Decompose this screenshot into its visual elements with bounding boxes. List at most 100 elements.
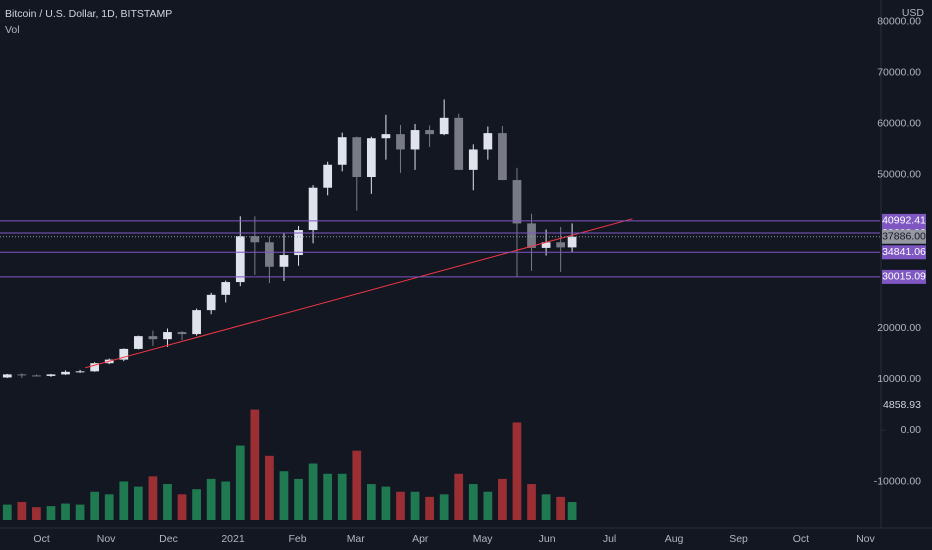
- volume-bar: [90, 491, 100, 520]
- volume-bar: [192, 489, 201, 520]
- x-tick-label: Oct: [33, 533, 49, 545]
- trend-line: [85, 218, 633, 369]
- candle-body: [265, 242, 274, 267]
- currency: USD: [902, 7, 925, 19]
- level-label: 30015.09: [882, 271, 926, 283]
- candle-body: [75, 371, 85, 373]
- candle-body: [512, 180, 522, 224]
- volume-bar: [556, 496, 566, 520]
- candle-body: [90, 363, 100, 372]
- volume-bar: [454, 473, 464, 520]
- volume-bar: [410, 491, 420, 520]
- x-tick-label: Oct: [793, 533, 809, 545]
- candle-body: [381, 134, 391, 139]
- candle-body: [352, 137, 362, 177]
- volume-bar: [337, 473, 347, 520]
- x-tick-label: Jun: [539, 533, 556, 545]
- x-tick-label: May: [473, 533, 494, 545]
- y-tick-label: 70000.00: [877, 67, 921, 79]
- candle-body: [396, 134, 405, 150]
- x-tick-label: 2021: [221, 533, 245, 545]
- candle-body: [177, 332, 187, 335]
- volume-bar: [279, 471, 289, 520]
- candle-body: [483, 133, 493, 150]
- last-price-label: 37886.00: [882, 231, 926, 243]
- candle-body: [308, 187, 318, 231]
- candle-body: [119, 348, 129, 360]
- volume-bar: [177, 494, 187, 520]
- candle-body: [323, 164, 333, 188]
- volume-bar: [46, 506, 56, 520]
- volume-bar: [221, 481, 231, 520]
- candle-body: [163, 332, 172, 340]
- candle-body: [454, 117, 464, 170]
- volume-bar: [133, 486, 143, 520]
- level-label-box: [882, 269, 926, 284]
- volume-bar: [308, 463, 318, 520]
- candle-body: [425, 130, 434, 135]
- x-tick-label: Mar: [347, 533, 366, 545]
- candle-body: [498, 133, 507, 181]
- x-tick-label: Nov: [97, 533, 116, 545]
- volume-bar: [163, 484, 172, 520]
- volume-title: Vol: [5, 24, 20, 36]
- x-tick-label: Dec: [159, 533, 178, 545]
- candle-body: [17, 374, 27, 376]
- x-tick-label: Aug: [665, 533, 684, 545]
- level-label-box: [882, 213, 926, 228]
- volume-bar: [567, 502, 577, 520]
- level-label: 34841.06: [882, 246, 926, 258]
- candle-body: [2, 374, 12, 378]
- x-tick-label: Nov: [856, 533, 875, 545]
- volume-bar: [425, 496, 434, 520]
- volume-bar: [323, 473, 333, 520]
- volume-bar: [512, 422, 522, 520]
- candle-body: [46, 374, 56, 376]
- volume-bar: [483, 491, 493, 520]
- candle-body: [61, 371, 70, 375]
- candle-body: [221, 282, 231, 295]
- volume-bar: [439, 494, 449, 520]
- x-tick-label: Feb: [288, 533, 306, 545]
- volume-bar: [527, 484, 536, 520]
- y-tick-label: 80000.00: [877, 16, 921, 28]
- volume-bar: [352, 450, 362, 520]
- y-tick-label: 60000.00: [877, 118, 921, 130]
- candle-body: [567, 236, 577, 248]
- volume-bar: [381, 486, 391, 520]
- candle-body: [148, 336, 158, 340]
- volume-bar: [396, 491, 405, 520]
- volume-bar: [235, 445, 245, 520]
- candle-body: [133, 336, 143, 349]
- volume-bar: [294, 478, 303, 520]
- x-tick-label: Sep: [729, 533, 748, 545]
- volume-bar: [32, 507, 41, 520]
- volume-bar: [61, 503, 70, 520]
- volume-bar: [2, 504, 12, 520]
- y-tick-label: 10000.00: [877, 373, 921, 385]
- candle-body: [439, 117, 449, 135]
- volume-bar: [366, 484, 376, 520]
- volume-bar: [250, 409, 260, 520]
- volume-bar: [75, 504, 85, 520]
- volume-bar: [541, 494, 551, 520]
- candle-body: [366, 138, 376, 177]
- candle-body: [235, 236, 245, 283]
- candle-body: [337, 137, 347, 165]
- candle-body: [294, 230, 303, 256]
- candle-body: [468, 149, 478, 170]
- y-tick-label: 20000.00: [877, 322, 921, 334]
- candle-body: [541, 242, 551, 248]
- x-tick-label: Apr: [412, 533, 429, 545]
- volume-bar: [206, 478, 216, 520]
- volume-bar: [119, 481, 129, 520]
- candle-body: [250, 236, 260, 243]
- volume-tick-label: 0.00: [901, 424, 922, 436]
- candle-body: [192, 310, 201, 335]
- y-tick-label: 50000.00: [877, 169, 921, 181]
- level-label: 40992.41: [882, 215, 926, 227]
- candle-body: [556, 242, 566, 248]
- chart-title: Bitcoin / U.S. Dollar, 1D, BITSTAMP: [5, 8, 172, 20]
